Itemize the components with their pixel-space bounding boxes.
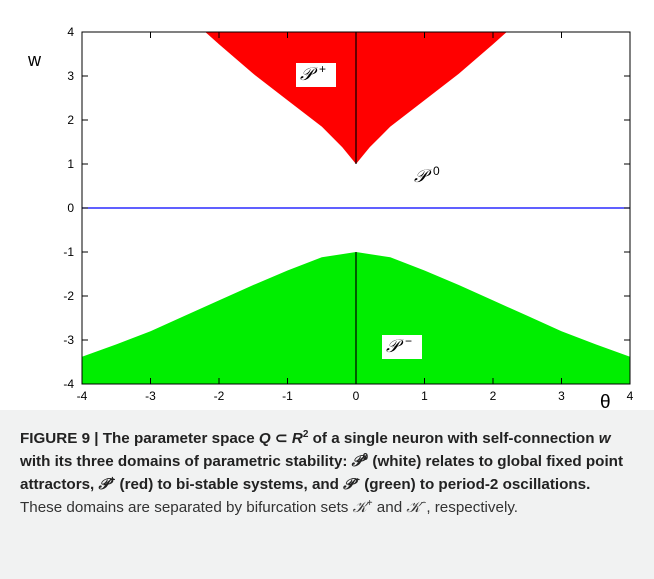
x-tick-label: -2 <box>214 389 225 403</box>
figure-caption: FIGURE 9 | The parameter space Q ⊂ R2 of… <box>20 428 635 519</box>
caption-r: R <box>291 430 303 447</box>
caption-and: and <box>372 499 407 516</box>
caption-pplus: 𝒫 <box>98 475 110 493</box>
caption-kminus: 𝒦 <box>406 498 421 516</box>
y-tick-label: -4 <box>63 377 74 391</box>
caption-normal: These domains are separated by bifurcati… <box>20 499 353 516</box>
label-p-minus-sup: − <box>405 334 412 348</box>
y-tick-label: 1 <box>67 157 74 171</box>
x-tick-label: 1 <box>421 389 428 403</box>
x-tick-label: 3 <box>558 389 565 403</box>
y-tick-label: 3 <box>67 69 74 83</box>
label-p-minus-bg <box>382 335 422 359</box>
caption-q: Q <box>258 430 271 447</box>
x-tick-label: 0 <box>353 389 360 403</box>
y-tick-label: 2 <box>67 113 74 127</box>
x-axis-label: θ <box>600 392 611 410</box>
caption-end: , respectively. <box>426 499 519 516</box>
y-tick-label: -3 <box>63 333 74 347</box>
x-tick-label: -3 <box>145 389 156 403</box>
y-tick-label: 0 <box>67 201 74 215</box>
caption-part3: with its three domains of parametric sta… <box>20 453 352 470</box>
label-p-zero-sup: 0 <box>433 164 440 178</box>
label-p-plus-sup: + <box>319 62 326 76</box>
caption-subset: ⊂ <box>270 430 292 447</box>
caption-pplus-sup: + <box>109 474 116 486</box>
caption-pminus-sup: − <box>354 474 360 486</box>
x-tick-label: 4 <box>627 389 634 403</box>
caption-p0-sup: 0 <box>362 451 369 463</box>
x-tick-label: -1 <box>282 389 293 403</box>
caption-part4: (white) relates to global fixed point at… <box>20 453 624 493</box>
caption-part5: (red) to bi-stable systems, and <box>115 476 344 493</box>
caption-box <box>0 410 654 579</box>
caption-kminus-sup: − <box>420 497 427 509</box>
caption-w: w <box>598 430 611 447</box>
caption-kplus-sup: + <box>366 497 373 509</box>
y-tick-label: 4 <box>67 25 74 39</box>
x-tick-label: -4 <box>77 389 88 403</box>
y-tick-label: -1 <box>63 245 74 259</box>
caption-part2: of a single neuron with self-connection <box>308 430 599 447</box>
caption-p0: 𝒫 <box>351 452 363 470</box>
x-tick-label: 2 <box>490 389 497 403</box>
y-tick-label: -2 <box>63 289 74 303</box>
caption-bold: FIGURE 9 | The parameter space Q ⊂ R2 of… <box>20 428 624 493</box>
y-axis-label: w <box>27 50 42 70</box>
caption-part6: (green) to period-2 oscillations. <box>359 476 591 493</box>
caption-kplus: 𝒦 <box>352 498 367 516</box>
caption-r-sup: 2 <box>302 428 309 440</box>
caption-figure-label: FIGURE 9 | The parameter space <box>20 430 259 447</box>
label-p-plus-bg <box>296 63 336 87</box>
caption-pminus: 𝒫 <box>343 475 355 493</box>
